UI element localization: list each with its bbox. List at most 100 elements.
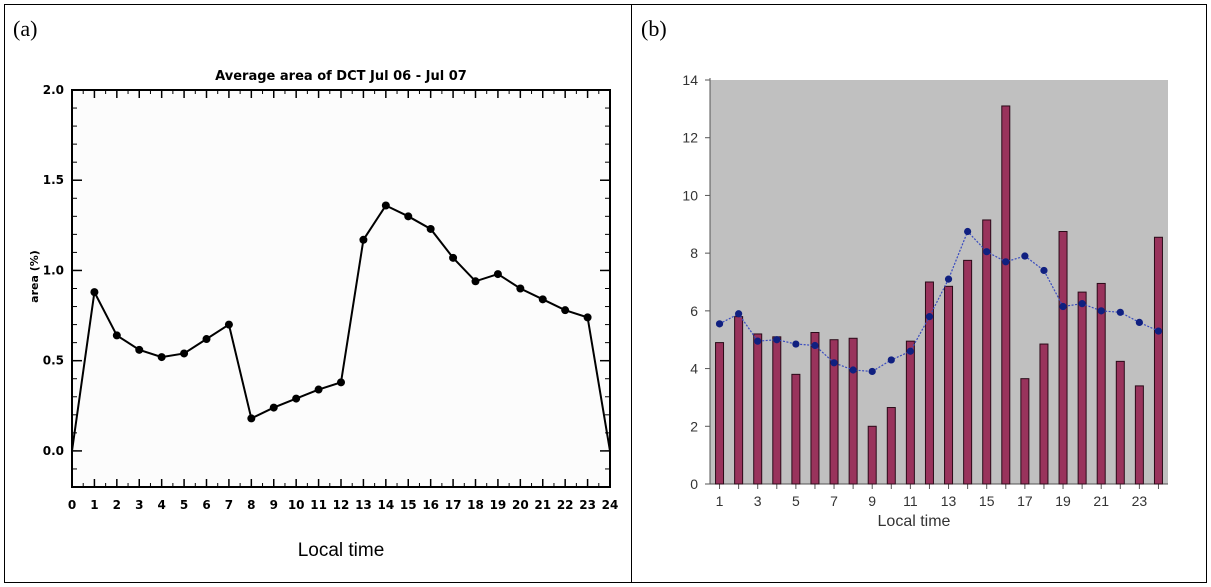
chart-a-data-point — [493, 270, 502, 279]
chart-a-data-point — [516, 284, 525, 293]
chart-b-ytick-label: 8 — [690, 245, 698, 261]
chart-a-data-point — [202, 335, 211, 344]
chart-b-bar — [848, 337, 858, 485]
chart-a-ytick-label: 0.5 — [43, 354, 64, 368]
chart-b-xtick-label: 21 — [1093, 493, 1109, 509]
chart-b-data-point — [1135, 318, 1143, 326]
chart-b-bar — [810, 332, 820, 485]
chart-a-xtick-label: 8 — [247, 498, 255, 512]
chart-b-xtick-label: 3 — [754, 493, 762, 509]
chart-b-data-point — [1154, 327, 1163, 335]
panel-b-label: (b) — [641, 16, 667, 41]
chart-a-ylabel: area (%) — [28, 250, 41, 303]
chart-b-bar — [715, 342, 725, 485]
chart-a-xtick-label: 0 — [68, 498, 76, 512]
panel-a-label: (a) — [13, 16, 38, 41]
chart-a-xtick-label: 9 — [270, 498, 278, 512]
chart-a-xtick-label: 3 — [135, 498, 143, 512]
chart-a-xlabel: Local time — [298, 540, 385, 561]
chart-a-xtick-label: 4 — [157, 498, 165, 512]
chart-b-xtick-label: 17 — [1017, 493, 1033, 509]
chart-b-xtick-label: 7 — [830, 493, 838, 509]
chart-b-data-point — [1116, 308, 1124, 316]
chart-a-xtick-label: 23 — [579, 498, 596, 512]
chart-a-xtick-label: 19 — [490, 498, 507, 512]
chart-a-data-point — [359, 235, 368, 244]
chart-b-ytick-label: 0 — [690, 476, 698, 492]
chart-b-xtick-label: 1 — [716, 493, 724, 509]
chart-a-xtick-label: 6 — [202, 498, 210, 512]
chart-a-xtick-label: 10 — [288, 498, 305, 512]
chart-a-xtick-label: 16 — [422, 498, 439, 512]
chart-b-data-point — [868, 367, 876, 376]
chart-a-title: Average area of DCT Jul 06 - Jul 07 — [215, 69, 467, 84]
chart-b-bar — [982, 219, 992, 485]
chart-b-data-point — [887, 356, 895, 364]
chart-b-data-point — [925, 313, 934, 321]
chart-a-data-point — [157, 353, 166, 362]
chart-a-data-point — [337, 378, 345, 387]
chart-b-data-point — [944, 275, 953, 283]
chart-b-bar — [734, 316, 744, 485]
chart-a-xtick-label: 14 — [377, 498, 394, 512]
chart-a-data-point — [247, 414, 256, 423]
chart-a-data-point — [180, 349, 189, 358]
chart-b-bar — [772, 336, 782, 485]
chart-b-ytick-label: 4 — [690, 361, 698, 377]
chart-b-plot-area — [710, 80, 1168, 484]
chart-a-xtick-label: 13 — [355, 498, 372, 512]
chart-b-xtick-label: 5 — [792, 493, 800, 509]
chart-a-data-point — [135, 345, 144, 354]
chart-b-xtick-label: 11 — [903, 493, 918, 509]
chart-b-bar — [1058, 231, 1068, 485]
chart-b-ytick-label: 12 — [682, 130, 698, 146]
chart-a-data-point — [381, 201, 390, 210]
chart-b-bar — [791, 373, 801, 485]
chart-a-data-point — [538, 295, 547, 304]
chart-a-xtick-label: 22 — [557, 498, 574, 512]
chart-b-bar — [867, 425, 877, 485]
chart-a-xtick-label: 7 — [225, 498, 233, 512]
chart-a-data-point — [583, 313, 592, 322]
chart-a-xtick-label: 21 — [534, 498, 551, 512]
chart-b-xtick-label: 13 — [941, 493, 957, 509]
chart-a-data-point — [426, 224, 435, 233]
chart-a-data-point — [404, 212, 413, 221]
chart-a-xtick-label: 15 — [400, 498, 417, 512]
chart-b-bar — [905, 340, 915, 485]
chart-a-data-point — [471, 277, 480, 286]
chart-b-bar — [1020, 378, 1030, 485]
chart-b-ytick-label: 10 — [682, 187, 698, 203]
chart-a-data-point — [561, 306, 570, 315]
chart-b-data-point — [906, 347, 914, 355]
chart-b-data-point — [983, 248, 991, 256]
chart-a-xtick-label: 18 — [467, 498, 484, 512]
chart-b-bar — [1077, 291, 1087, 485]
chart-b-bar — [1115, 360, 1125, 485]
chart-b-data-point — [1040, 266, 1048, 275]
chart-b-data-point — [735, 310, 743, 318]
chart-b-data-point — [715, 320, 724, 328]
chart-a-xtick-label: 2 — [113, 498, 121, 512]
chart-b-data-point — [830, 359, 838, 367]
chart-a-data-point — [449, 253, 458, 262]
chart-a-xtick-label: 1 — [90, 498, 98, 512]
chart-b-data-point — [1078, 300, 1086, 308]
chart-b-xtick-label: 23 — [1132, 493, 1148, 509]
chart-a-xtick-label: 11 — [310, 498, 327, 512]
chart-a-ytick-label: 1.5 — [43, 173, 64, 187]
chart-a-data-point — [90, 288, 99, 297]
chart-a-xtick-label: 12 — [333, 498, 350, 512]
chart-b-bar — [829, 339, 839, 485]
chart-a-ytick-label: 1.0 — [43, 263, 64, 277]
chart-b-data-point — [792, 340, 800, 348]
chart-b-data-point — [811, 341, 819, 350]
chart-b-data-point — [1097, 307, 1105, 315]
chart-a-data-point — [292, 394, 301, 403]
chart-b-data-point — [1002, 258, 1010, 266]
figure-frame — [4, 4, 1207, 583]
chart-b-data-point — [1059, 302, 1067, 311]
chart-b-bar — [944, 285, 954, 485]
